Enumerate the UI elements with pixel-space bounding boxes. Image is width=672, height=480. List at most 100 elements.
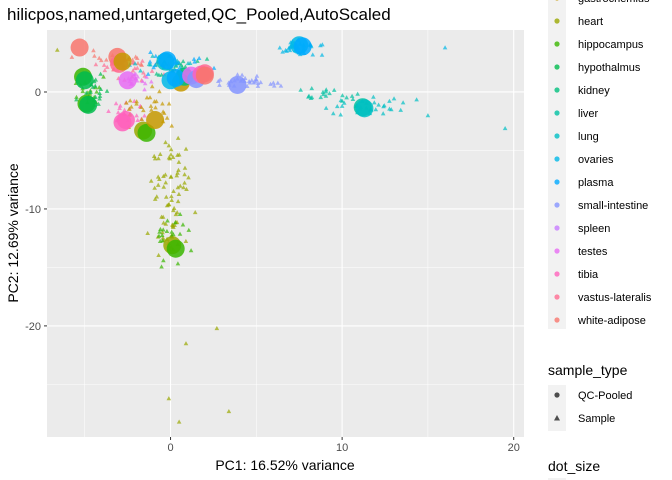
sample-point bbox=[148, 103, 154, 108]
sample-point bbox=[188, 248, 194, 253]
sample-point bbox=[145, 230, 150, 236]
sample-point bbox=[171, 208, 176, 213]
sample-point bbox=[160, 214, 166, 219]
chart-title: hilicpos,named,untargeted,QC_Pooled,Auto… bbox=[7, 5, 391, 24]
sample-point bbox=[177, 231, 183, 236]
sample-point bbox=[152, 62, 158, 68]
sample-point bbox=[149, 68, 155, 73]
legend-item-label: testes bbox=[578, 246, 608, 258]
legend-key-circle bbox=[554, 87, 560, 93]
legend-key-circle bbox=[554, 156, 560, 162]
sample-point bbox=[117, 105, 122, 111]
sample-point bbox=[97, 93, 103, 98]
sample-point bbox=[122, 107, 127, 112]
sample-point bbox=[338, 112, 343, 117]
sample-point bbox=[80, 89, 86, 94]
sample-point bbox=[139, 104, 144, 109]
sample-point bbox=[166, 143, 172, 148]
qc-pooled-point bbox=[70, 38, 89, 57]
qc-pooled-point bbox=[293, 37, 312, 56]
sample-point bbox=[182, 165, 188, 170]
legend-title: dot_size bbox=[548, 458, 600, 474]
sample-point bbox=[138, 68, 143, 73]
legend-key-circle bbox=[554, 18, 560, 24]
legend-key-circle bbox=[555, 0, 559, 1]
grid-lines bbox=[47, 30, 524, 437]
legend-item-label: gastrocnemius bbox=[578, 0, 650, 5]
sample-point bbox=[175, 198, 181, 204]
sample-point bbox=[280, 49, 285, 54]
sample-point bbox=[126, 106, 132, 111]
sample-point bbox=[381, 103, 387, 108]
sample-point bbox=[183, 64, 188, 69]
sample-point bbox=[254, 73, 260, 78]
legend-item-label: white-adipose bbox=[577, 315, 646, 327]
sample-point bbox=[164, 228, 170, 234]
y-axis-title: PC2: 12.69% variance bbox=[5, 163, 21, 303]
sample-point bbox=[168, 174, 174, 179]
sample-point bbox=[142, 81, 148, 86]
qc-pooled-point bbox=[79, 95, 98, 114]
y-tick-label: 0 bbox=[35, 87, 41, 99]
sample-point bbox=[327, 91, 332, 96]
sample-point bbox=[186, 227, 192, 232]
sample-point bbox=[323, 93, 329, 98]
sample-point bbox=[104, 64, 110, 69]
sample-point bbox=[204, 56, 210, 61]
sample-point bbox=[425, 113, 431, 118]
sample-point bbox=[321, 92, 326, 97]
sample-point bbox=[178, 62, 184, 67]
sample-point bbox=[400, 100, 406, 105]
sample-point bbox=[253, 76, 259, 81]
sample-point bbox=[171, 188, 176, 193]
legend-item-label: lung bbox=[578, 131, 599, 143]
sample-point bbox=[160, 235, 166, 240]
sample-point bbox=[183, 146, 189, 151]
sample-point bbox=[173, 211, 179, 217]
sample-point bbox=[91, 48, 96, 53]
sample-point bbox=[135, 60, 141, 66]
sample-point bbox=[96, 101, 101, 106]
sample-point bbox=[344, 95, 349, 100]
qc-pooled-points bbox=[70, 36, 374, 258]
sample-point bbox=[309, 85, 315, 91]
sample-point bbox=[148, 49, 153, 54]
sample-point bbox=[93, 77, 99, 82]
sample-point bbox=[134, 99, 139, 104]
sample-point bbox=[177, 211, 183, 217]
sample-point bbox=[129, 104, 134, 109]
sample-point bbox=[148, 62, 153, 67]
sample-point bbox=[339, 98, 345, 103]
sample-point bbox=[166, 101, 172, 106]
sample-point bbox=[54, 47, 60, 52]
sample-point bbox=[161, 258, 166, 263]
sample-point bbox=[181, 185, 186, 190]
sample-point bbox=[283, 47, 288, 53]
sample-point bbox=[275, 80, 281, 85]
sample-point bbox=[159, 264, 164, 269]
qc-pooled-point bbox=[166, 68, 185, 87]
sample-point bbox=[141, 70, 146, 75]
sample-point bbox=[169, 194, 174, 199]
sample-point bbox=[106, 108, 111, 113]
sample-point bbox=[323, 87, 329, 92]
sample-point bbox=[255, 83, 261, 88]
sample-point bbox=[414, 97, 419, 102]
sample-point bbox=[102, 67, 108, 73]
legend-key-background bbox=[548, 478, 566, 480]
sample-point bbox=[171, 232, 176, 237]
sample-point bbox=[298, 87, 304, 92]
legend-item-label: Sample bbox=[578, 413, 615, 425]
sample-point bbox=[334, 103, 340, 109]
legend-key-circle bbox=[554, 294, 560, 300]
sample-point bbox=[183, 341, 189, 346]
sample-type-legend: sample_type QC-Pooled Sample bbox=[548, 362, 632, 431]
sample-point bbox=[340, 93, 345, 98]
sample-point bbox=[88, 89, 93, 95]
sample-point bbox=[97, 96, 102, 101]
sample-point bbox=[157, 89, 162, 94]
qc-pooled-point bbox=[113, 52, 132, 71]
sample-point bbox=[166, 202, 171, 207]
legend-key-circle bbox=[554, 64, 560, 70]
sample-point bbox=[319, 52, 325, 57]
